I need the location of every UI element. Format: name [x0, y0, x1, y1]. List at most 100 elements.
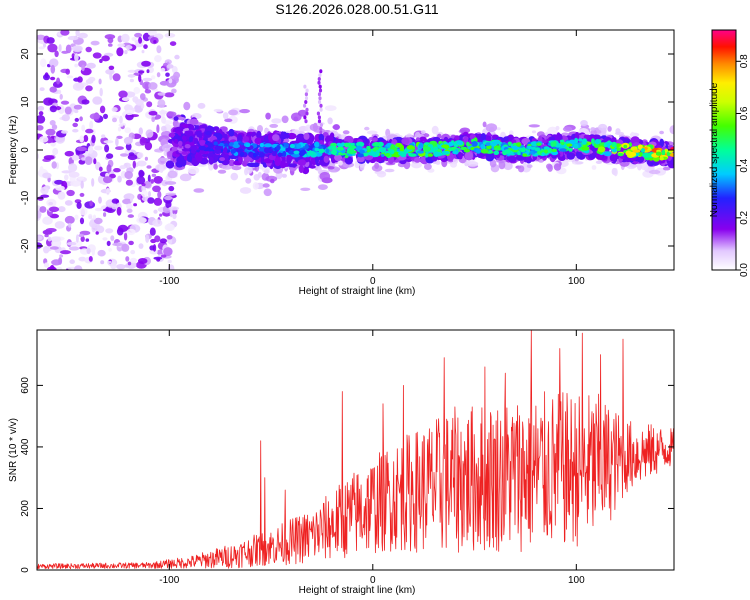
halo-blob [309, 123, 318, 131]
noise-blob [125, 109, 134, 115]
ridge-core-blob [214, 148, 222, 154]
noise-blob [112, 73, 121, 82]
noise-blob [119, 115, 123, 125]
ridge-blob [356, 155, 365, 163]
noise-blob [150, 179, 154, 184]
noise-blob [115, 146, 124, 151]
noise-blob [99, 105, 106, 114]
noise-blob [49, 105, 58, 113]
noise-blob [37, 115, 46, 124]
ridge-blob [208, 156, 214, 165]
ridge-core-blob [177, 140, 183, 146]
noise-blob [148, 82, 158, 90]
halo-blob [290, 112, 302, 122]
ridge-blob [252, 162, 260, 168]
ridge-blob [196, 130, 203, 138]
ridge-core-blob [493, 150, 500, 155]
noise-blob [125, 142, 132, 151]
halo-blob [333, 124, 340, 131]
ridge-core-blob [378, 147, 384, 152]
x-tick-label: 100 [568, 276, 585, 287]
ridge-core-blob [214, 145, 223, 150]
noise-blob [117, 126, 122, 132]
halo-blob [262, 183, 270, 188]
noise-blob [116, 264, 126, 270]
ridge-blob [187, 154, 192, 163]
ridge-core-blob [424, 152, 429, 158]
ridge-core-blob [568, 147, 573, 152]
ridge-core-blob [355, 145, 363, 152]
noise-blob [93, 158, 97, 165]
noise-blob [149, 245, 155, 251]
noise-blob [92, 214, 97, 220]
noise-blob [85, 85, 93, 92]
snr-ticks: -100 0 100 0 200 400 600 [20, 330, 674, 586]
streak-blob [304, 96, 309, 101]
noise-blob [89, 200, 93, 207]
noise-blob [112, 117, 117, 123]
noise-blob [157, 190, 162, 199]
ridge-core-blob [559, 148, 567, 152]
noise-blob [125, 256, 130, 262]
noise-blob [68, 222, 72, 228]
streak-blob [318, 84, 322, 89]
ridge-blob [583, 134, 590, 140]
ridge-core-blob [367, 151, 376, 156]
ridge-blob [458, 154, 463, 160]
ridge-core-blob [390, 144, 396, 150]
snr-series-line [37, 330, 674, 570]
noise-blob [133, 203, 138, 207]
noise-blob [61, 114, 70, 122]
ridge-blob [344, 156, 353, 165]
noise-blob [171, 66, 178, 74]
noise-blob [152, 219, 163, 227]
halo-blob [253, 174, 260, 181]
noise-blob [156, 257, 161, 262]
noise-blob [85, 238, 90, 242]
y-tick-label: 200 [20, 500, 31, 517]
ridge-core-blob [245, 143, 251, 148]
streak-blob [303, 115, 307, 120]
halo-blob [222, 112, 229, 120]
ridge-core-blob [447, 141, 454, 147]
noise-blob [171, 88, 177, 94]
halo-blob [485, 123, 498, 132]
ridge-core-blob [486, 144, 492, 150]
halo-blob [662, 166, 671, 171]
ridge-blob [508, 156, 517, 163]
noise-blob [137, 152, 144, 159]
ridge-core-blob [336, 142, 342, 147]
ridge-core-blob [348, 145, 357, 150]
noise-blob [108, 248, 112, 252]
ridge-core-blob [517, 150, 521, 156]
noise-blob [146, 69, 150, 74]
ridge-blob [314, 154, 320, 164]
ridge-core-blob [184, 144, 191, 149]
ridge-core-blob [543, 146, 550, 151]
noise-blob [103, 212, 107, 217]
ridge-blob [464, 151, 473, 161]
noise-blob [168, 238, 173, 245]
noise-blob [106, 164, 112, 173]
noise-blob [103, 113, 108, 120]
ridge-core-blob [456, 140, 464, 146]
ridge-blob [286, 155, 293, 161]
noise-blob [127, 69, 137, 73]
halo-blob [546, 163, 553, 170]
noise-blob [39, 206, 47, 213]
noise-blob [37, 34, 46, 40]
noise-blob [86, 62, 96, 69]
noise-blob [79, 217, 85, 225]
noise-blob [85, 46, 92, 53]
ridge-core-blob [293, 150, 300, 155]
noise-blob [124, 171, 133, 179]
noise-blob [136, 217, 147, 224]
ridge-core-blob [480, 144, 485, 150]
noise-blob [91, 178, 95, 187]
noise-blob [64, 150, 75, 157]
noise-blob [91, 248, 96, 256]
noise-blob [84, 156, 93, 166]
noise-blob [157, 92, 166, 96]
noise-blob [72, 128, 79, 133]
ridge-core-blob [427, 153, 434, 157]
